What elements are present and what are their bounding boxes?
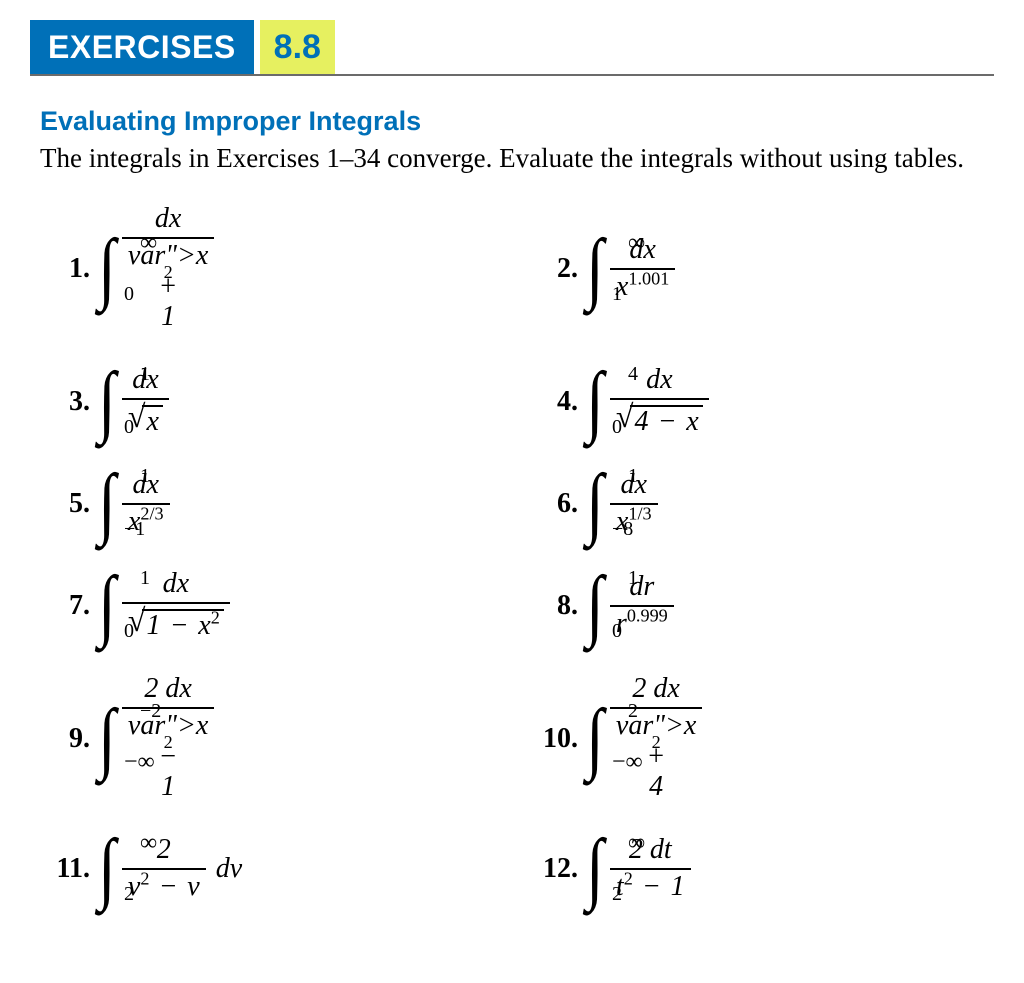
exercise-number: 5. xyxy=(48,488,96,520)
integrand-fraction: dx√4 − x xyxy=(610,365,709,438)
exercise-number: 6. xyxy=(536,488,584,520)
lower-limit: 0 xyxy=(612,416,622,439)
exercise-number: 7. xyxy=(48,590,96,622)
exercise-number: 3. xyxy=(48,386,96,418)
integral-expression: ∫1−1dxx2/3 xyxy=(96,470,174,538)
integrand-fraction: dxvar">x2 + 1 xyxy=(122,204,214,333)
exercise-item: 2.∫∞1dxx1.001 xyxy=(536,204,984,333)
exercise-number: 2. xyxy=(536,253,584,285)
upper-limit: 4 xyxy=(628,363,638,386)
section-description: The integrals in Exercises 1–34 converge… xyxy=(40,141,984,176)
exercise-item: 4.∫40dx√4 − x xyxy=(536,365,984,438)
lower-limit: −∞ xyxy=(124,749,155,776)
integral-sign: ∫∞1 xyxy=(584,236,606,302)
lower-limit: 0 xyxy=(124,620,134,643)
integral-expression: ∫10dx√1 − x2 xyxy=(96,569,234,642)
exercise-number: 1. xyxy=(48,253,96,285)
integral-sign: ∫10 xyxy=(584,573,606,639)
exercise-number: 9. xyxy=(48,723,96,755)
exercises-label: EXERCISES xyxy=(30,20,254,74)
integral-sign: ∫1−8 xyxy=(584,471,606,537)
integral-expression: ∫10dx√x xyxy=(96,365,173,438)
upper-limit: ∞ xyxy=(140,830,157,857)
integral-sign: ∫−2−∞ xyxy=(96,706,118,772)
integrand-fraction: dx√1 − x2 xyxy=(122,569,230,642)
exercise-item: 8.∫10drr0.999 xyxy=(536,569,984,642)
integral-sign: ∫∞0 xyxy=(96,236,118,302)
upper-limit: 1 xyxy=(140,363,150,386)
upper-limit: ∞ xyxy=(628,830,645,857)
denominator: √1 − x2 xyxy=(122,602,230,642)
denominator: v2 − v xyxy=(122,868,206,903)
exercise-number: 8. xyxy=(536,590,584,622)
exercise-item: 9.∫−2−∞2 dxvar">x2 − 1 xyxy=(48,674,496,803)
denominator: √4 − x xyxy=(610,398,709,438)
upper-limit: 2 xyxy=(628,700,638,723)
integral-expression: ∫2−∞2 dxvar">x2 + 4 xyxy=(584,674,706,803)
integral-expression: ∫10drr0.999 xyxy=(584,572,678,640)
upper-limit: 1 xyxy=(628,465,638,488)
integral-sign: ∫1−1 xyxy=(96,471,118,537)
exercise-item: 3.∫10dx√x xyxy=(48,365,496,438)
integral-expression: ∫40dx√4 − x xyxy=(584,365,713,438)
integral-expression: ∫∞1dxx1.001 xyxy=(584,235,679,303)
header-bar: EXERCISES 8.8 xyxy=(30,20,994,76)
exercise-number: 4. xyxy=(536,386,584,418)
integral-expression: ∫1−8dxx1/3 xyxy=(584,470,662,538)
integral-sign: ∫2−∞ xyxy=(584,706,606,772)
exercise-item: 11.∫∞22v2 − vdv xyxy=(48,835,496,903)
upper-limit: ∞ xyxy=(628,230,645,257)
numerator: dx xyxy=(640,365,678,398)
integral-sign: ∫40 xyxy=(584,369,606,435)
integral-sign: ∫10 xyxy=(96,573,118,639)
integral-sign: ∫10 xyxy=(96,369,118,435)
lower-limit: −1 xyxy=(124,518,145,541)
denominator: t2 − 1 xyxy=(610,868,691,903)
section-number: 8.8 xyxy=(260,20,335,74)
lower-limit: −∞ xyxy=(612,749,643,776)
integral-expression: ∫∞0dxvar">x2 + 1 xyxy=(96,204,218,333)
integral-sign: ∫∞2 xyxy=(584,836,606,902)
lower-limit: 0 xyxy=(124,416,134,439)
exercise-number: 10. xyxy=(536,723,584,755)
exercise-item: 6.∫1−8dxx1/3 xyxy=(536,470,984,538)
numerator: dx xyxy=(157,569,195,602)
upper-limit: ∞ xyxy=(140,230,157,257)
integral-expression: ∫∞22 dtt2 − 1 xyxy=(584,835,695,903)
upper-limit: −2 xyxy=(140,700,161,723)
integrand-fraction: 2v2 − v xyxy=(122,835,206,903)
lower-limit: −8 xyxy=(612,518,633,541)
integral-sign: ∫∞2 xyxy=(96,836,118,902)
integral-expression: ∫∞22v2 − vdv xyxy=(96,835,242,903)
exercise-number: 12. xyxy=(536,853,584,885)
content: Evaluating Improper Integrals The integr… xyxy=(0,76,1024,903)
lower-limit: 0 xyxy=(612,620,622,643)
exercise-item: 10.∫2−∞2 dxvar">x2 + 4 xyxy=(536,674,984,803)
integrand-fraction: 2 dtt2 − 1 xyxy=(610,835,691,903)
section-title: Evaluating Improper Integrals xyxy=(40,106,984,137)
integrand-fraction: 2 dxvar">x2 − 1 xyxy=(122,674,214,803)
exercise-item: 7.∫10dx√1 − x2 xyxy=(48,569,496,642)
lower-limit: 0 xyxy=(124,283,134,306)
exercise-item: 12.∫∞22 dtt2 − 1 xyxy=(536,835,984,903)
upper-limit: 1 xyxy=(140,567,150,590)
lower-limit: 2 xyxy=(612,883,622,906)
exercise-grid: 1.∫∞0dxvar">x2 + 12.∫∞1dxx1.0013.∫10dx√x… xyxy=(40,204,984,903)
integrand-fraction: 2 dxvar">x2 + 4 xyxy=(610,674,702,803)
exercise-number: 11. xyxy=(48,853,96,885)
lower-limit: 2 xyxy=(124,883,134,906)
exercise-item: 1.∫∞0dxvar">x2 + 1 xyxy=(48,204,496,333)
exercise-item: 5.∫1−1dxx2/3 xyxy=(48,470,496,538)
upper-limit: 1 xyxy=(628,567,638,590)
upper-limit: 1 xyxy=(140,465,150,488)
integral-expression: ∫−2−∞2 dxvar">x2 − 1 xyxy=(96,674,218,803)
lower-limit: 1 xyxy=(612,283,622,306)
